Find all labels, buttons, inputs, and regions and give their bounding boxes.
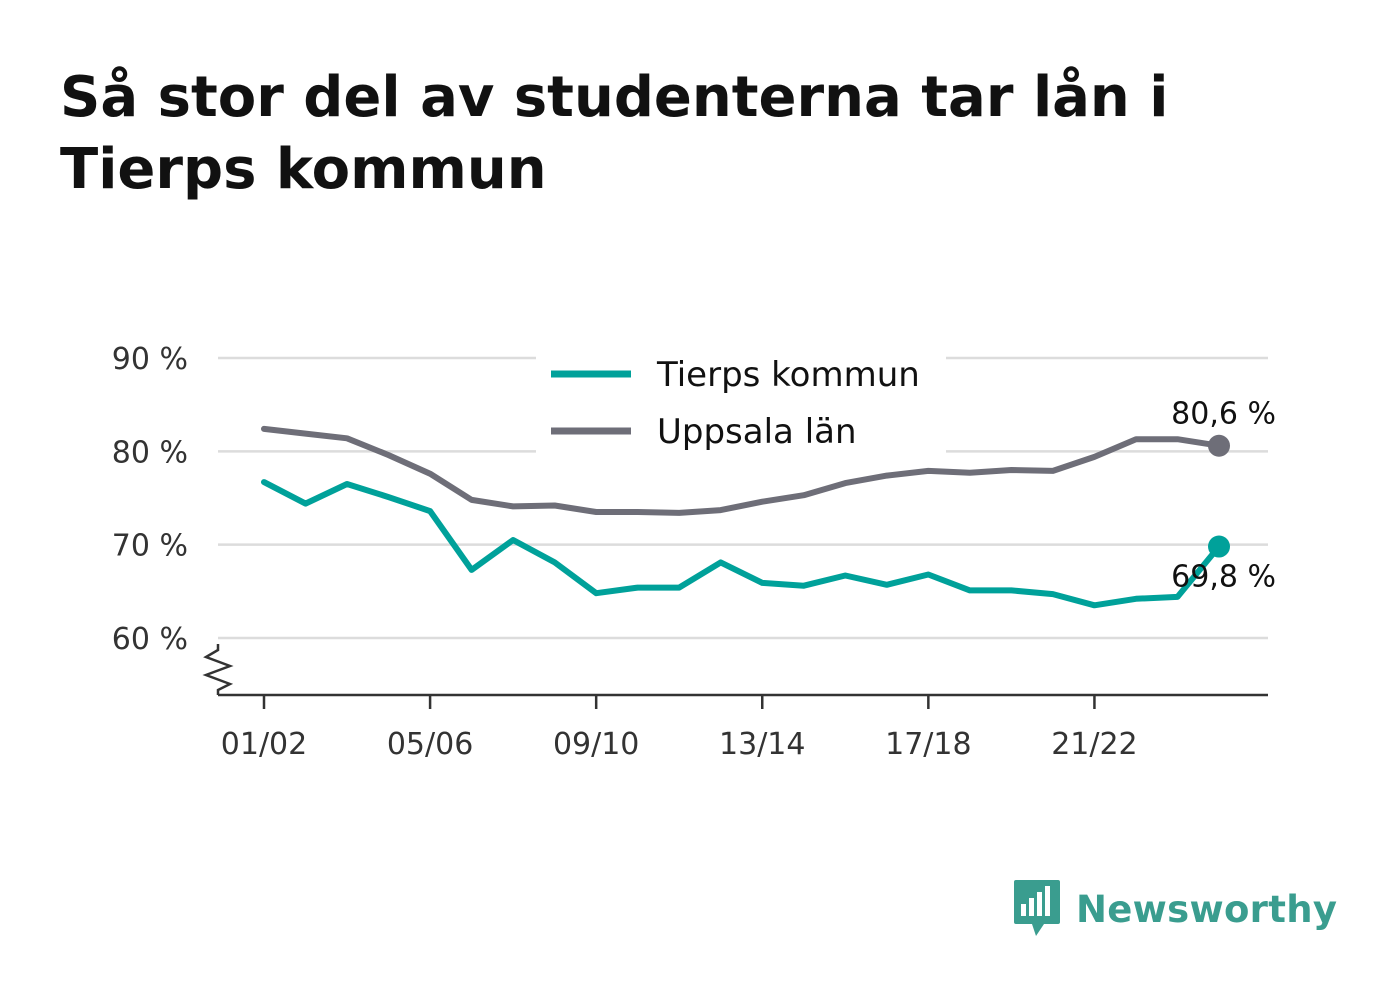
y-tick-label: 80 % — [112, 435, 188, 470]
axis-break-icon — [202, 644, 234, 695]
y-tick-label: 60 % — [112, 622, 188, 657]
x-tick-label: 09/10 — [553, 727, 639, 762]
bar-chart-speech-bubble-icon — [1014, 880, 1060, 936]
legend: Tierps kommun Uppsala län — [536, 352, 946, 460]
brand-name: Newsworthy — [1076, 887, 1338, 931]
x-tick-label: 05/06 — [387, 727, 473, 762]
series-line-0 — [261, 479, 1222, 609]
newsworthy-logo: Newsworthy — [1012, 878, 1337, 940]
y-tick-label: 90 % — [112, 342, 188, 377]
x-tick-label: 21/22 — [1051, 727, 1137, 762]
legend-label: Uppsala län — [657, 412, 857, 452]
series-line-1 — [261, 425, 1222, 516]
x-tick-label: 01/02 — [221, 727, 307, 762]
x-tick-label: 17/18 — [885, 727, 971, 762]
end-value-label: 80,6 % — [1171, 397, 1276, 432]
chart-title: Så stor del av studenterna tar lån i Tie… — [60, 65, 1169, 202]
x-tick-label: 13/14 — [719, 727, 805, 762]
series-end-point — [1208, 535, 1230, 558]
end-labels: 69,8 % 80,6 % — [1171, 397, 1276, 595]
end-value-label: 69,8 % — [1171, 560, 1276, 595]
x-axis-ticks: 01/02 05/06 09/10 13/14 17/18 21/22 — [221, 695, 1138, 762]
series-lines — [261, 425, 1230, 609]
legend-background — [536, 352, 946, 460]
y-axis-ticks: 60 % 70 % 80 % 90 % — [112, 342, 188, 657]
y-tick-label: 70 % — [112, 529, 188, 564]
legend-label: Tierps kommun — [656, 355, 920, 395]
series-end-point — [1208, 434, 1230, 457]
x-axis — [202, 644, 1268, 697]
